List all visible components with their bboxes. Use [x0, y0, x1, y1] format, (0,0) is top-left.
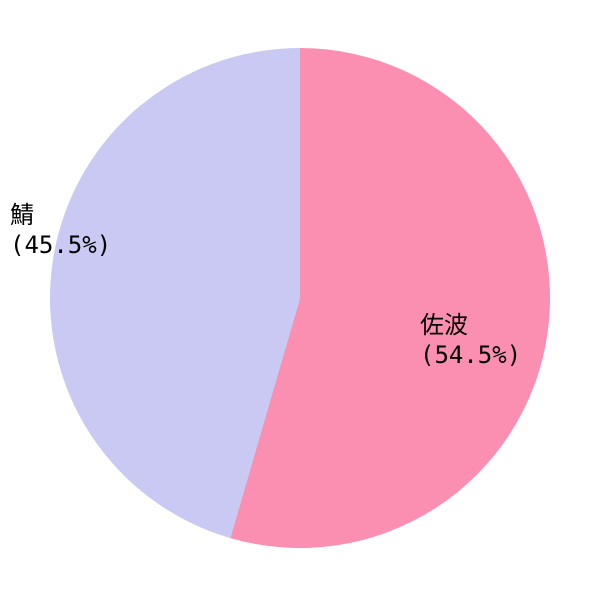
slice-0-percent: (54.5%): [420, 341, 521, 369]
pie-svg: [50, 48, 550, 548]
slice-1-percent: (45.5%): [10, 231, 111, 259]
slice-1-name: 鯖: [10, 201, 34, 229]
slice-label-1: 鯖 (45.5%): [10, 200, 111, 260]
pie-chart: [50, 48, 550, 552]
slice-0-name: 佐波: [420, 311, 468, 339]
slice-label-0: 佐波 (54.5%): [420, 310, 521, 370]
